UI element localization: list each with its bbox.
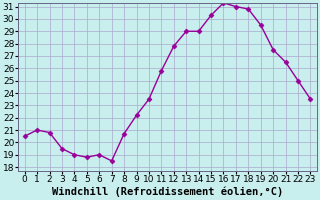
X-axis label: Windchill (Refroidissement éolien,°C): Windchill (Refroidissement éolien,°C) [52,187,283,197]
